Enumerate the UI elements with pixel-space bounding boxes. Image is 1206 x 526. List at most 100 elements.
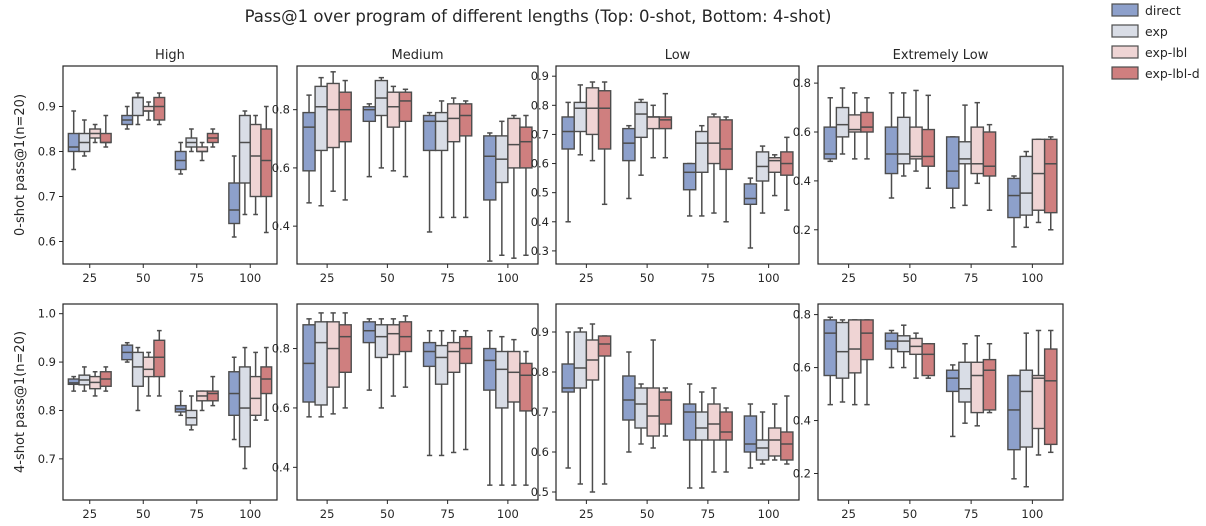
box-body (585, 87, 600, 136)
box-exp (78, 119, 91, 157)
box-body (573, 331, 588, 389)
box-exp (634, 383, 648, 445)
box-exp-lbl (585, 81, 600, 162)
box-direct (743, 403, 758, 469)
panel-7: 0.5 0.6 0.7 0.8 0.9 25 50 75 100 (531, 303, 800, 521)
box-exp-lbl (386, 318, 401, 397)
box-direct (884, 92, 899, 199)
box-body (958, 361, 972, 403)
box-exp (78, 366, 91, 392)
box-body (847, 319, 862, 374)
box-exp (695, 124, 709, 217)
box-body (909, 126, 923, 160)
x-tick-label: 100 (497, 271, 519, 285)
y-tick-label: 0.6 (272, 161, 290, 175)
box-exp-lbl (386, 85, 401, 172)
box-direct (422, 111, 437, 233)
box-exp (573, 84, 588, 156)
y-tick-label: 0.7 (38, 452, 56, 466)
box-body (707, 403, 721, 441)
box-body (597, 335, 612, 357)
box-exp (634, 98, 648, 176)
box-exp-lbl (142, 351, 155, 397)
box-exp-lbl (446, 329, 461, 454)
box-exp-lbl-d (338, 312, 352, 409)
box-body (483, 347, 497, 391)
x-tick-label: 25 (320, 271, 335, 285)
box-exp-lbl (767, 154, 782, 197)
box-exp-lbl-d (658, 387, 673, 437)
box-exp-lbl-d (519, 350, 533, 486)
x-tick-label: 25 (82, 507, 97, 521)
box-exp-lbl (847, 92, 862, 160)
box-direct (121, 105, 134, 130)
legend-swatch (1111, 24, 1139, 38)
box-body (67, 132, 80, 153)
box-body (386, 324, 401, 356)
box-exp-lbl-d (982, 342, 997, 414)
box-exp (434, 100, 449, 219)
box-exp-lbl-d (597, 335, 612, 485)
box-body (446, 341, 461, 374)
box-direct (483, 132, 497, 262)
x-tick-label: 100 (1021, 271, 1043, 285)
box-exp-lbl (249, 351, 262, 421)
box-exp (695, 391, 709, 489)
box-exp-lbl (970, 101, 985, 185)
box-direct (945, 136, 960, 209)
box-exp (835, 319, 850, 403)
x-tick-label: 50 (380, 271, 395, 285)
box-body (362, 321, 377, 344)
box-body (228, 182, 241, 225)
box-exp-lbl-d (780, 136, 794, 211)
panel-frame (62, 303, 278, 501)
box-body (982, 358, 997, 411)
box-exp (896, 324, 911, 369)
box-body (896, 116, 911, 165)
panel-frame (296, 303, 539, 501)
box-exp-lbl (585, 323, 600, 493)
x-tick-label: 50 (380, 507, 395, 521)
box-body (634, 387, 648, 429)
y-tick-label: 0.2 (793, 467, 811, 481)
legend-item-direct: direct (1111, 3, 1181, 18)
y-tick-label: 0.7 (38, 190, 56, 204)
legend-swatch (1111, 66, 1139, 80)
y-tick-label: 0.8 (272, 342, 290, 356)
box-exp-lbl-d (1043, 136, 1058, 231)
x-tick-label: 50 (136, 507, 151, 521)
box-direct (121, 341, 134, 363)
box-body (682, 403, 697, 441)
box-direct (823, 316, 838, 406)
y-tick-label: 0.6 (531, 157, 549, 171)
box-body (982, 131, 997, 177)
box-body (326, 321, 340, 388)
box-exp (238, 110, 251, 216)
x-tick-label: 50 (903, 507, 918, 521)
box-exp-lbl (89, 371, 102, 397)
box-body (860, 319, 874, 361)
x-tick-label: 75 (701, 507, 716, 521)
box-direct (561, 331, 575, 469)
box-body (458, 335, 473, 365)
box-exp (755, 411, 770, 465)
box-body (945, 136, 960, 189)
y-tick-label: 0.8 (531, 98, 549, 112)
legend-item-exp-lbl: exp-lbl (1111, 45, 1187, 60)
box-exp-lbl (1031, 138, 1046, 224)
box-body (260, 366, 273, 395)
x-tick-label: 25 (82, 271, 97, 285)
box-body (1031, 374, 1046, 430)
y-tick-label: 0.4 (272, 460, 290, 474)
box-exp-lbl (767, 403, 782, 461)
box-body (835, 321, 850, 379)
x-tick-label: 75 (964, 271, 979, 285)
box-direct (945, 364, 960, 438)
panel-2: Medium 0.4 0.6 0.8 25 50 75 100 (272, 48, 539, 285)
legend-label: exp-lbl (1145, 45, 1187, 60)
box-body (249, 123, 262, 198)
y-tick-label: 0.4 (272, 219, 290, 233)
box-body (446, 103, 461, 143)
box-body (743, 415, 758, 453)
box-exp-lbl-d (153, 329, 166, 397)
